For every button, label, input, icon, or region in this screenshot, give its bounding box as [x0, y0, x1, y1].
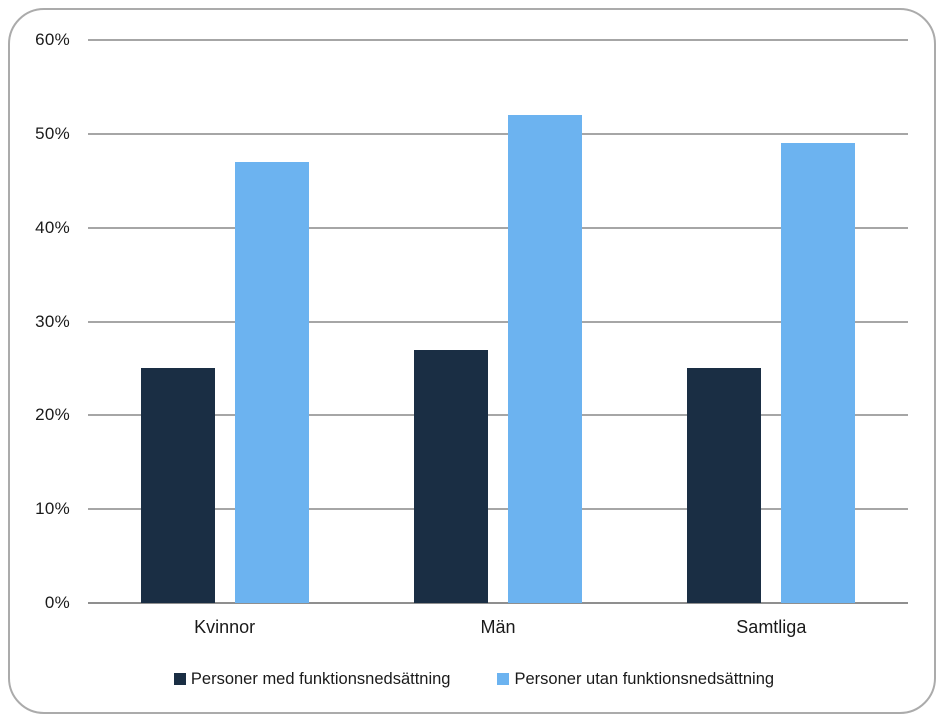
legend: Personer med funktionsnedsättning Persone…: [0, 663, 948, 695]
bar-group-2: [635, 40, 908, 603]
y-tick-label: 0%: [44, 593, 70, 612]
legend-entry-0: Personer med funktionsnedsättning: [173, 669, 451, 689]
gridline: [88, 508, 908, 511]
bar-group-0: [88, 40, 361, 603]
bar-series0-cat1: [413, 349, 488, 603]
plot-area: [88, 39, 908, 604]
y-tick-label: 30%: [35, 311, 70, 331]
legend-swatch-icon: [173, 673, 186, 685]
x-tick-label: Män: [480, 617, 516, 637]
legend-swatch-icon: [497, 673, 510, 685]
gridline: [88, 39, 908, 41]
bar-group-1: [361, 40, 634, 603]
gridline: [88, 320, 908, 323]
x-axis-baseline: [88, 602, 908, 604]
y-tick-label: 50%: [35, 123, 70, 143]
x-tick-label: Samtliga: [736, 617, 807, 637]
gridline: [88, 132, 908, 135]
y-axis: 0% 10% 20% 30% 40% 50% 60%: [0, 30, 70, 612]
bar-series1-cat1: [507, 115, 582, 603]
bar-series1-cat2: [781, 143, 856, 603]
legend-entry-1: Personer utan funktionsnedsättning: [497, 670, 774, 689]
bar-series0-cat0: [140, 368, 215, 603]
x-tick-label: Kvinnor: [194, 617, 256, 637]
bar-series0-cat2: [687, 368, 762, 603]
gridline: [88, 414, 908, 417]
legend-label: Personer utan funktionsnedsättning: [514, 669, 775, 688]
bar-series1-cat0: [234, 161, 309, 603]
y-tick-label: 10%: [35, 499, 70, 519]
y-tick-label: 60%: [35, 30, 70, 49]
x-axis: Kvinnor Män Samtliga: [88, 612, 908, 642]
legend-label: Personer med funktionsnedsättning: [190, 669, 451, 688]
y-tick-label: 40%: [35, 217, 70, 237]
y-tick-label: 20%: [35, 405, 70, 425]
gridline: [88, 226, 908, 229]
